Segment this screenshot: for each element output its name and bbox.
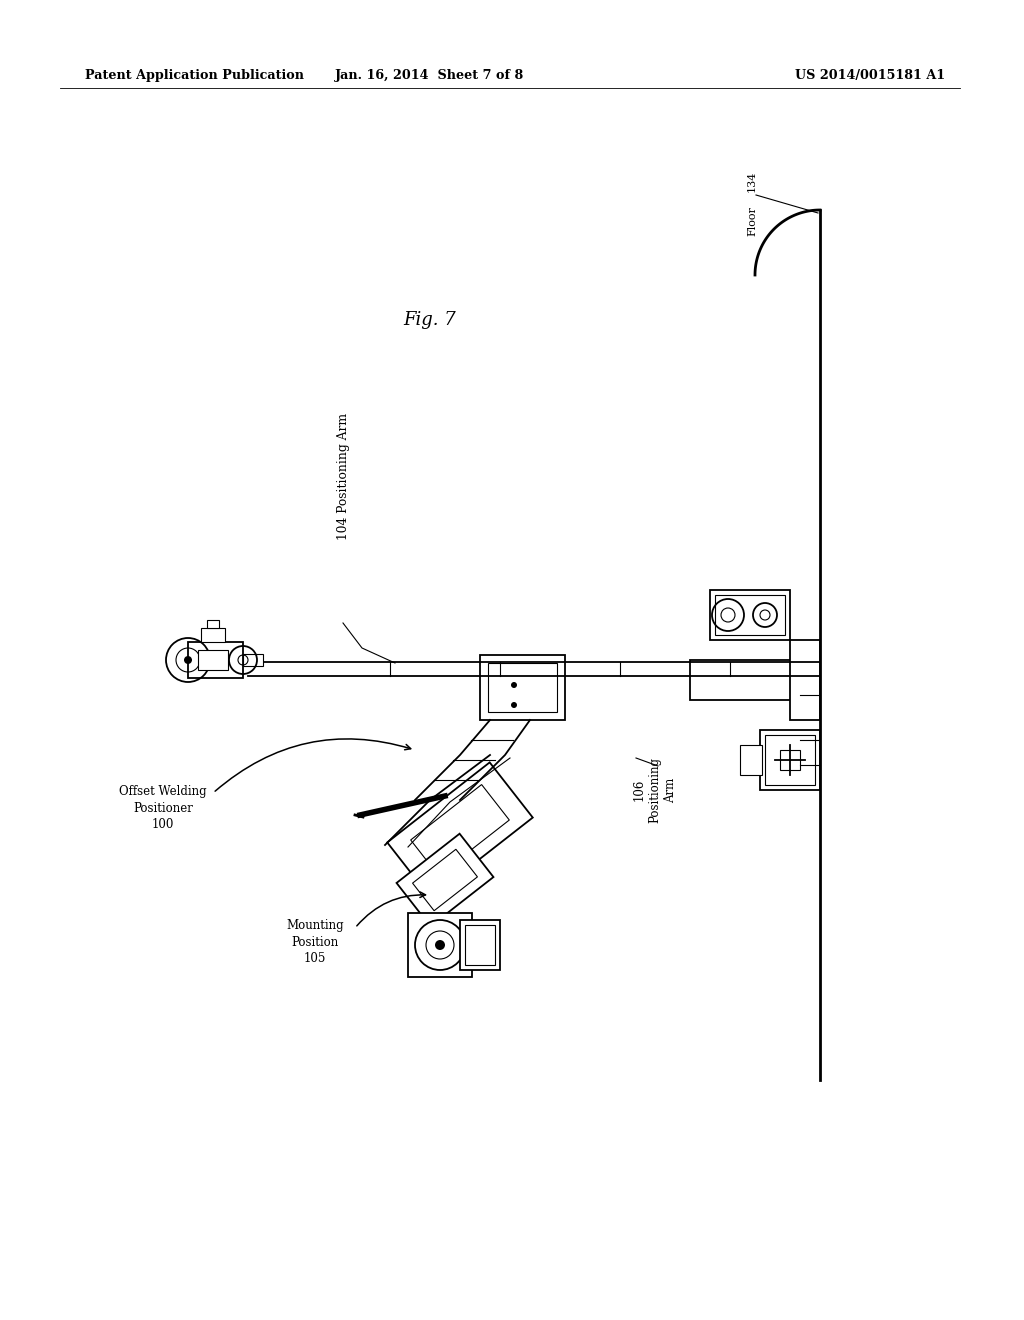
Polygon shape [411,784,509,875]
Bar [488,663,557,711]
Text: 134: 134 [746,170,757,191]
Bar [201,628,225,642]
Text: 106
Positioning
Arm: 106 Positioning Arm [633,756,678,822]
Bar [790,640,820,719]
Circle shape [435,940,445,950]
Bar [460,920,500,970]
Bar [188,642,243,678]
Text: US 2014/0015181 A1: US 2014/0015181 A1 [795,69,945,82]
Text: Mounting
Position
105: Mounting Position 105 [286,920,344,965]
Polygon shape [387,763,532,898]
Bar [480,655,565,719]
Bar [780,750,800,770]
Text: Patent Application Publication: Patent Application Publication [85,69,304,82]
Text: Floor: Floor [746,206,757,236]
Polygon shape [396,834,494,927]
Circle shape [511,682,517,688]
Bar [243,653,263,667]
Bar [765,735,815,785]
Bar [408,913,472,977]
Text: Jan. 16, 2014  Sheet 7 of 8: Jan. 16, 2014 Sheet 7 of 8 [336,69,524,82]
Polygon shape [413,849,477,911]
Bar [198,649,228,671]
Circle shape [511,702,517,708]
Text: 104 Positioning Arm: 104 Positioning Arm [337,413,349,540]
Bar [690,660,800,700]
Bar [715,595,785,635]
Text: Fig. 7: Fig. 7 [403,312,457,329]
Circle shape [184,656,193,664]
Bar [207,620,219,628]
Bar [760,730,820,789]
Bar [740,744,762,775]
Text: Offset Welding
Positioner
100: Offset Welding Positioner 100 [119,785,207,830]
Circle shape [435,940,445,950]
Bar [710,590,790,640]
Bar [465,925,495,965]
